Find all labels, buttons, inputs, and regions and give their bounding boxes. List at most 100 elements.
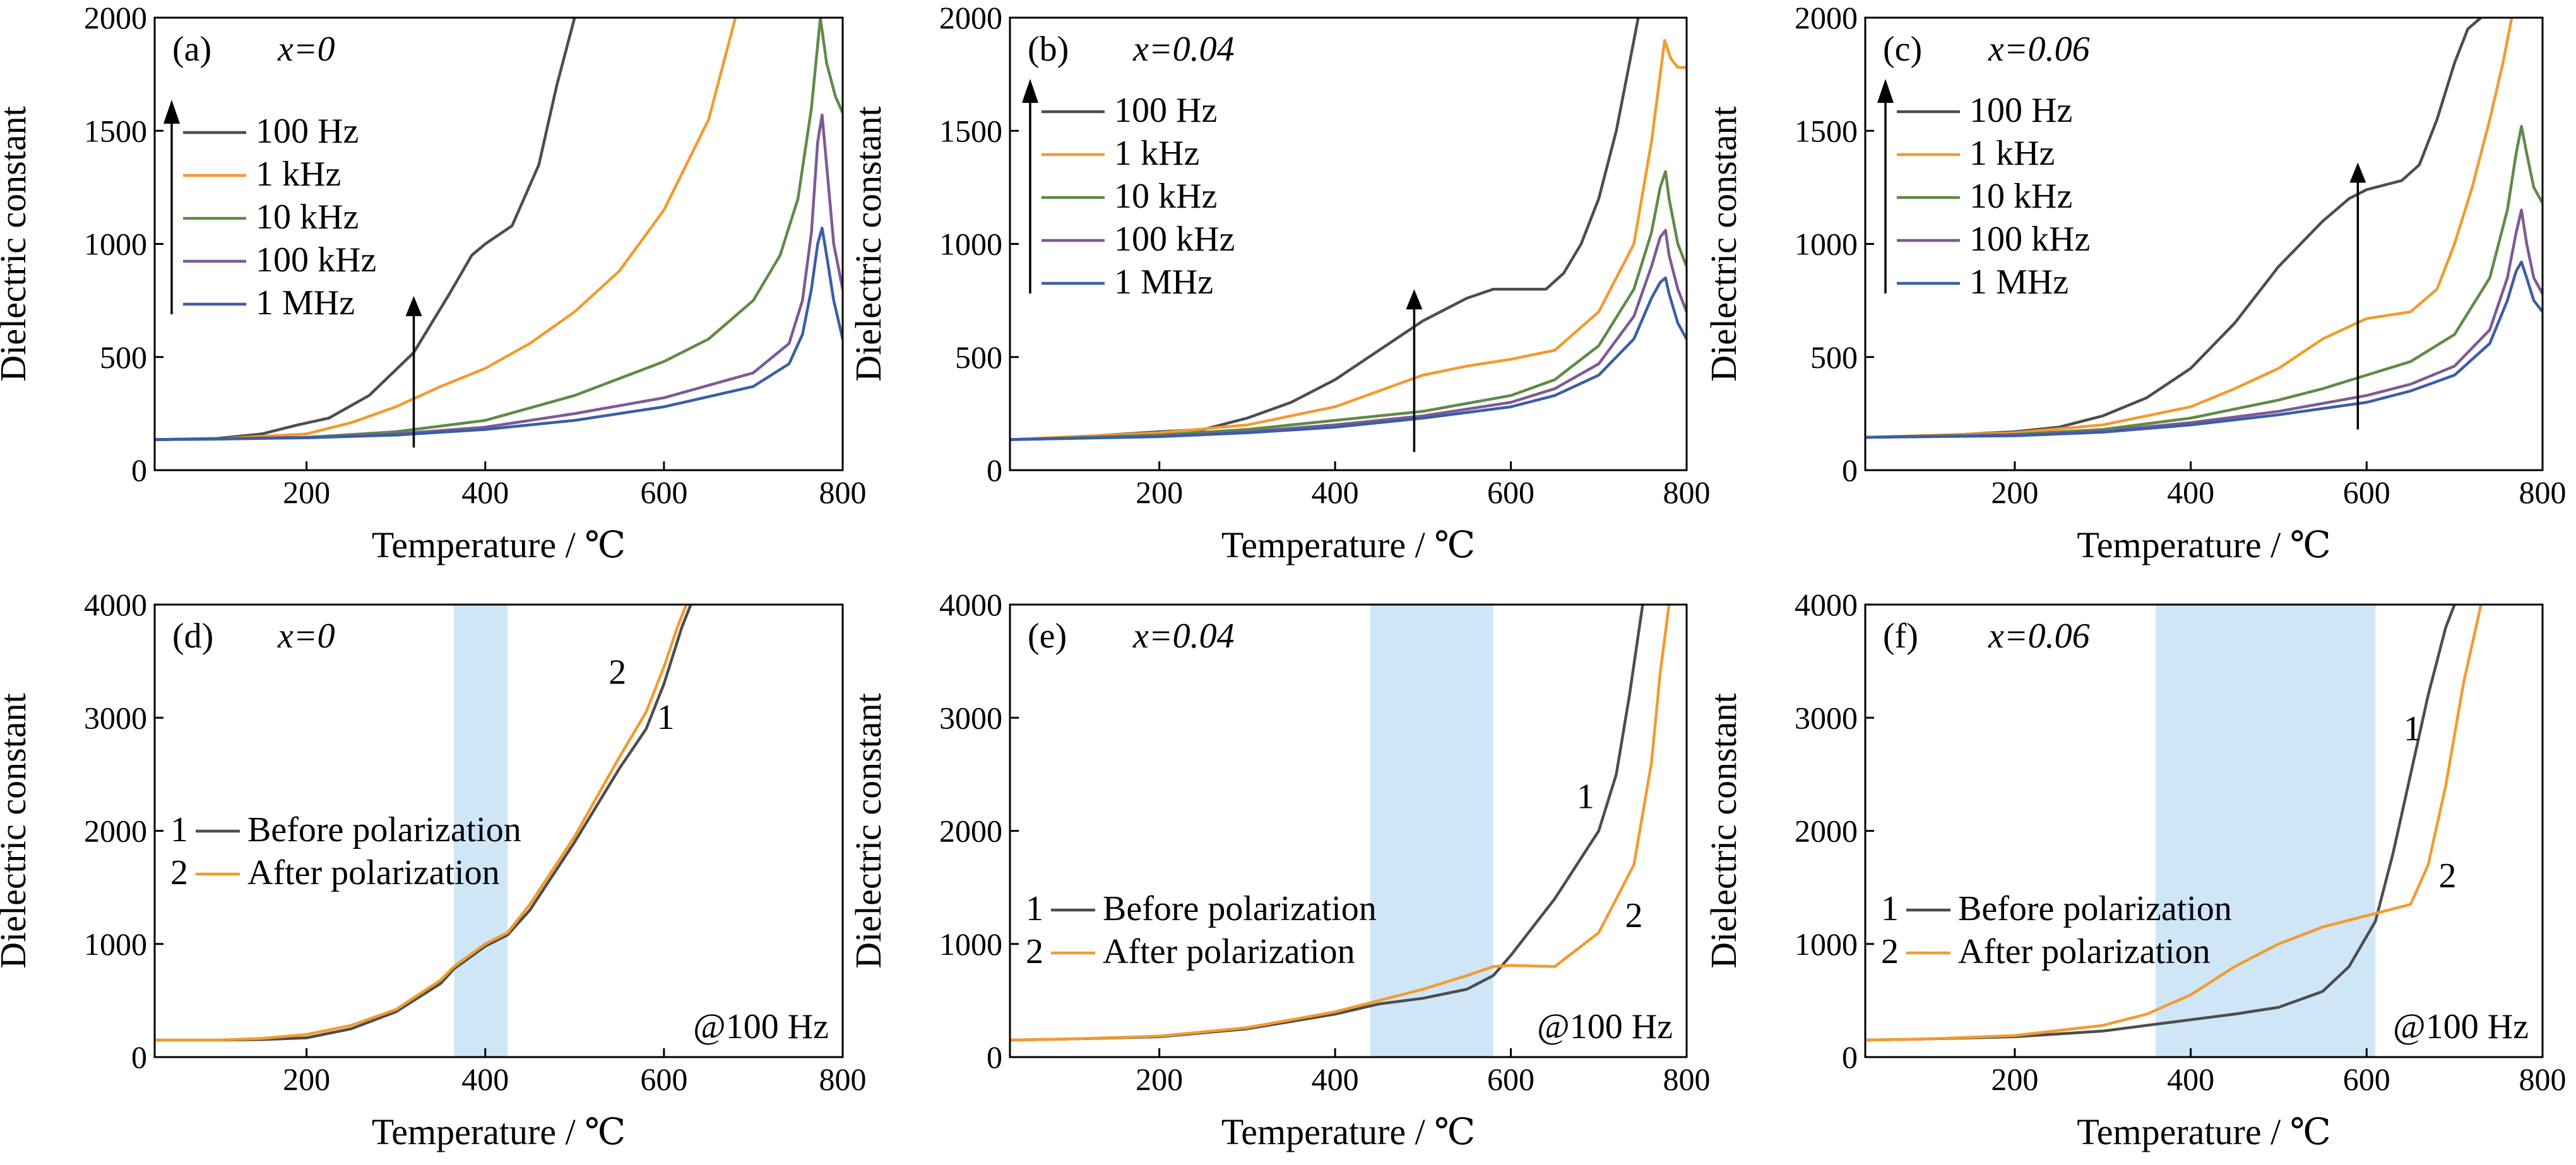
panel-c: 200 400 600 800 0 500 1000 1500 2000 Temperature … (1703, 0, 2567, 565)
composition-label: x=0.04 (1132, 30, 1235, 69)
y-axis-label: Dielectric constant (0, 693, 33, 968)
trend-arrow-head (2349, 162, 2366, 183)
y-tick-label: 3000 (1795, 700, 1858, 735)
y-tick-label: 0 (987, 1039, 1002, 1075)
series-line-1-khz (1010, 38, 1687, 441)
legend-number: 1 (1026, 889, 1043, 928)
x-tick-label: 200 (283, 475, 330, 510)
series-line-before-polarization (1865, 605, 2456, 1042)
x-tick-label: 400 (2167, 475, 2214, 510)
x-axis-label: Temperature / ℃ (372, 524, 626, 565)
legend-label: Before polarization (1958, 889, 2232, 928)
x-tick-label: 200 (283, 1062, 330, 1097)
panel-b: 200 400 600 800 0 500 1000 1500 2000 Temperature … (848, 0, 1711, 565)
y-axis-label: Dielectric constant (1703, 693, 1744, 968)
series-line-1-mhz (1010, 276, 1687, 441)
series-line-1-khz (155, 18, 737, 441)
legend-number: 2 (1881, 932, 1899, 971)
legend-label: 100 Hz (1969, 91, 2072, 130)
x-axis-label: Temperature / ℃ (2077, 524, 2330, 565)
y-tick-label: 500 (955, 340, 1002, 375)
series-line-100-hz (155, 18, 576, 441)
legend-label: 100 kHz (256, 240, 376, 280)
x-tick-label: 200 (1136, 1062, 1183, 1097)
series-line-100-hz (1010, 18, 1640, 441)
x-tick-label: 400 (2167, 1062, 2214, 1097)
y-tick-label: 3000 (84, 700, 147, 735)
y-tick-label: 2000 (939, 813, 1002, 849)
y-tick-label: 1000 (1795, 926, 1858, 962)
curve-number-label: 1 (657, 698, 675, 737)
composition-label: x=0.06 (1988, 617, 2090, 656)
panel-d: 200 400 600 800 0 1000 2000 3000 4000 Temperature… (0, 587, 867, 1152)
x-tick-label: 600 (2343, 1062, 2390, 1097)
panel-label: (d) (172, 617, 213, 656)
legend-label: 1 MHz (1969, 263, 2069, 302)
x-axis-label: Temperature / ℃ (372, 1111, 626, 1152)
legend-label: 100 kHz (1969, 220, 2090, 259)
composition-label: x=0.06 (1988, 30, 2090, 69)
legend-label: 1 MHz (256, 283, 355, 322)
panel-label: (f) (1883, 617, 1918, 656)
legend-arrow-head (1022, 79, 1038, 103)
series-line-before-polarization (155, 605, 692, 1042)
legend-label: Before polarization (247, 810, 521, 849)
y-tick-label: 1000 (939, 926, 1002, 962)
y-tick-label: 1500 (939, 113, 1002, 148)
x-tick-label: 200 (1991, 475, 2038, 510)
curve-number-label: 2 (1625, 896, 1642, 935)
frequency-note: @100 Hz (1537, 1007, 1673, 1046)
x-tick-label: 600 (2343, 475, 2390, 510)
y-axis-label: Dielectric constant (0, 106, 33, 381)
panel-label: (c) (1883, 30, 1922, 69)
curve-number-label: 2 (608, 653, 626, 692)
y-tick-label: 4000 (84, 587, 147, 622)
y-tick-label: 2000 (1795, 0, 1858, 35)
y-tick-label: 3000 (939, 700, 1002, 735)
legend-label: 1 MHz (1114, 263, 1213, 302)
trend-arrow-head (1406, 289, 1423, 310)
legend-label: 100 Hz (1114, 91, 1217, 130)
series-line-100-khz (1010, 228, 1687, 441)
y-tick-label: 0 (131, 452, 147, 488)
curve-number-label: 2 (2439, 856, 2457, 896)
x-tick-label: 800 (2519, 1062, 2567, 1097)
panel-f: 200 400 600 800 0 1000 2000 3000 4000 Temperature… (1703, 587, 2567, 1152)
series-line-100-khz (155, 113, 843, 441)
legend-label: 10 kHz (256, 198, 359, 237)
panel-label: (e) (1028, 617, 1067, 656)
series-line-100-khz (1865, 208, 2543, 439)
trend-arrow-head (405, 295, 422, 316)
y-tick-label: 1000 (1795, 227, 1858, 262)
legend-label: 1 kHz (1969, 134, 2055, 173)
panel-a: 200 400 600 800 0 500 1000 1500 2000 Temperature … (0, 0, 867, 565)
legend-number: 2 (170, 853, 188, 892)
x-tick-label: 600 (640, 475, 687, 510)
legend-number: 1 (1881, 889, 1899, 928)
frequency-note: @100 Hz (693, 1007, 829, 1046)
y-tick-label: 2000 (939, 0, 1002, 35)
x-axis-label: Temperature / ℃ (2077, 1111, 2330, 1152)
curve-number-label: 1 (1577, 778, 1594, 817)
legend-arrow-head (1877, 79, 1894, 103)
legend-label: 10 kHz (1114, 177, 1217, 216)
frequency-note: @100 Hz (2393, 1007, 2529, 1046)
series-line-after-polarization (155, 605, 688, 1042)
x-tick-label: 400 (1312, 1062, 1359, 1097)
legend-label: 1 kHz (1114, 134, 1199, 173)
legend-label: 100 kHz (1114, 220, 1235, 259)
y-axis-label: Dielectric constant (848, 693, 889, 968)
x-tick-label: 800 (819, 1062, 867, 1097)
y-tick-label: 1000 (84, 227, 147, 262)
y-tick-label: 2000 (1795, 813, 1858, 849)
legend-label: After polarization (1103, 932, 1355, 971)
y-tick-label: 2000 (84, 813, 147, 849)
x-tick-label: 800 (2519, 475, 2567, 510)
composition-label: x=0 (277, 30, 335, 69)
shaded-region (454, 605, 508, 1057)
x-tick-label: 800 (1663, 475, 1711, 510)
y-axis-label: Dielectric constant (1703, 106, 1744, 381)
series-line-1-mhz (155, 227, 843, 441)
y-tick-label: 1500 (1795, 113, 1858, 148)
